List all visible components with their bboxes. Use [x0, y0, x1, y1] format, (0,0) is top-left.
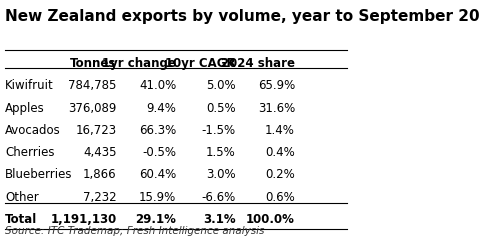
Text: Avocados: Avocados [5, 124, 60, 137]
Text: 10yr CAGR: 10yr CAGR [165, 57, 236, 70]
Text: 1yr change: 1yr change [102, 57, 176, 70]
Text: 31.6%: 31.6% [258, 102, 295, 114]
Text: 0.6%: 0.6% [265, 190, 295, 204]
Text: 0.4%: 0.4% [265, 146, 295, 159]
Text: -6.6%: -6.6% [201, 190, 236, 204]
Text: 9.4%: 9.4% [146, 102, 176, 114]
Text: 376,089: 376,089 [68, 102, 117, 114]
Text: 3.0%: 3.0% [206, 168, 236, 181]
Text: 65.9%: 65.9% [258, 79, 295, 92]
Text: New Zealand exports by volume, year to September 2024: New Zealand exports by volume, year to S… [5, 8, 480, 23]
Text: 41.0%: 41.0% [139, 79, 176, 92]
Text: 16,723: 16,723 [75, 124, 117, 137]
Text: 0.5%: 0.5% [206, 102, 236, 114]
Text: 4,435: 4,435 [83, 146, 117, 159]
Text: Blueberries: Blueberries [5, 168, 72, 181]
Text: 7,232: 7,232 [83, 190, 117, 204]
Text: 5.0%: 5.0% [206, 79, 236, 92]
Text: 1,191,130: 1,191,130 [50, 213, 117, 226]
Text: 60.4%: 60.4% [139, 168, 176, 181]
Text: -1.5%: -1.5% [202, 124, 236, 137]
Text: 1,866: 1,866 [83, 168, 117, 181]
Text: Other: Other [5, 190, 38, 204]
Text: Tonnes: Tonnes [71, 57, 117, 70]
Text: 15.9%: 15.9% [139, 190, 176, 204]
Text: Total: Total [5, 213, 37, 226]
Text: Source: ITC Trademap; Fresh Intelligence analysis: Source: ITC Trademap; Fresh Intelligence… [5, 226, 264, 236]
Text: 1.4%: 1.4% [265, 124, 295, 137]
Text: Kiwifruit: Kiwifruit [5, 79, 54, 92]
Text: 66.3%: 66.3% [139, 124, 176, 137]
Text: 1.5%: 1.5% [206, 146, 236, 159]
Text: 3.1%: 3.1% [203, 213, 236, 226]
Text: -0.5%: -0.5% [142, 146, 176, 159]
Text: 784,785: 784,785 [68, 79, 117, 92]
Text: Cherries: Cherries [5, 146, 54, 159]
Text: 0.2%: 0.2% [265, 168, 295, 181]
Text: 100.0%: 100.0% [246, 213, 295, 226]
Text: Apples: Apples [5, 102, 45, 114]
Text: 29.1%: 29.1% [135, 213, 176, 226]
Text: 2024 share: 2024 share [221, 57, 295, 70]
